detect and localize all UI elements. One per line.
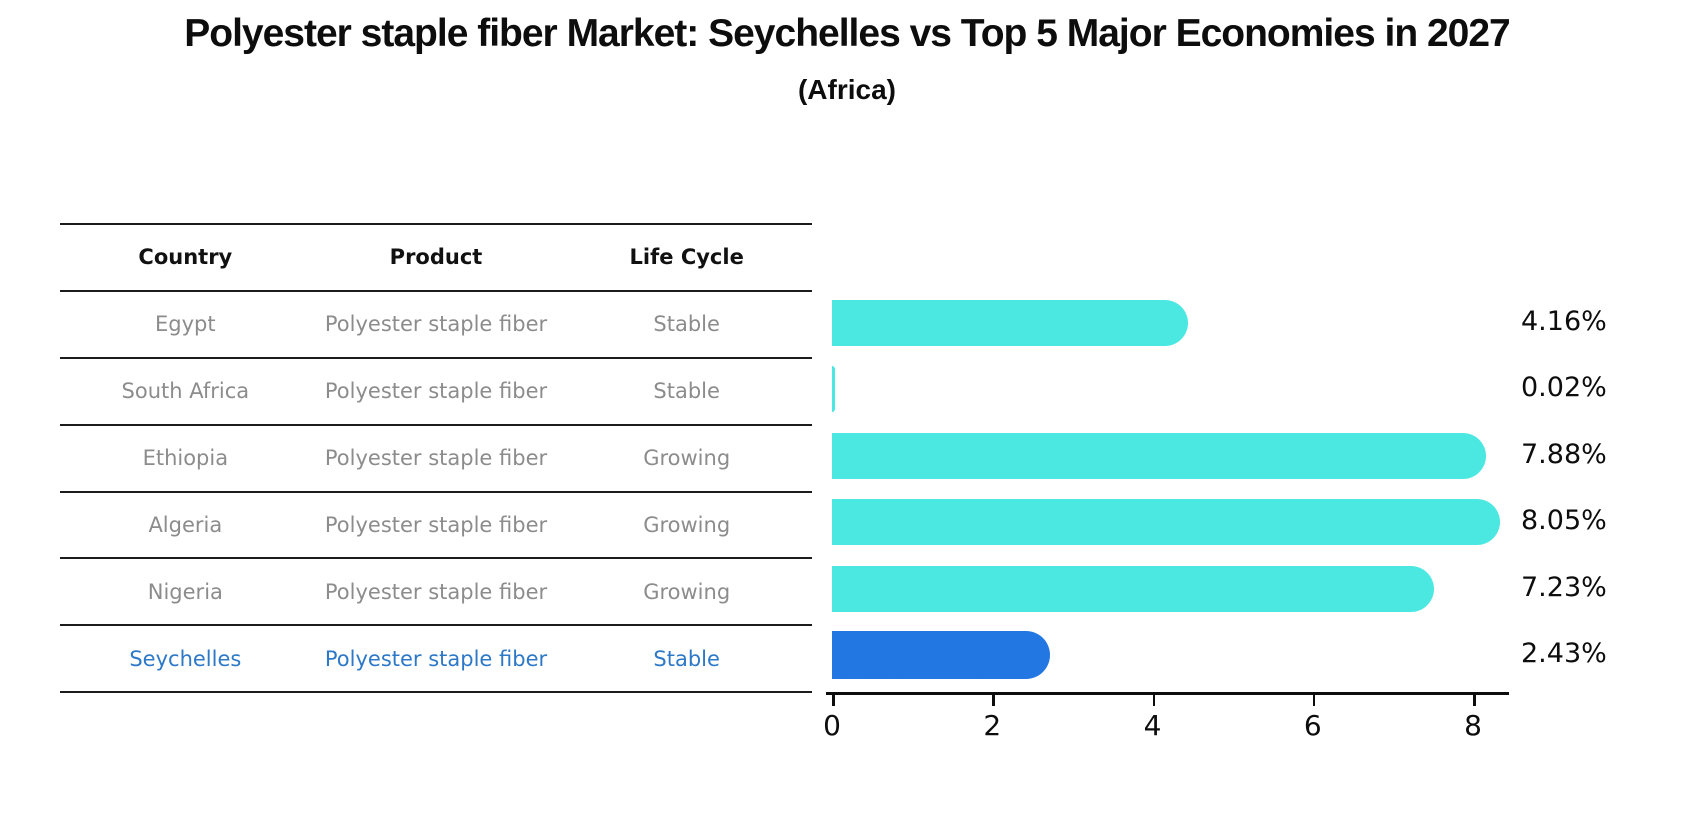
cell-country: Seychelles xyxy=(129,646,242,671)
bar-nigeria xyxy=(832,565,1435,612)
x-tick-mark xyxy=(832,695,835,706)
value-label-south-africa: 0.02% xyxy=(1521,372,1607,404)
x-tick-label: 8 xyxy=(1464,709,1482,742)
cell-product: Polyester staple fiber xyxy=(324,379,548,404)
table-row: Egypt Polyester staple fiber Stable xyxy=(60,289,812,357)
cell-country: South Africa xyxy=(121,379,250,404)
cell-product: Polyester staple fiber xyxy=(324,579,548,604)
table-row: Ethiopia Polyester staple fiber Growing xyxy=(60,423,812,491)
cell-lifecycle: Growing xyxy=(643,579,731,604)
cell-product: Polyester staple fiber xyxy=(324,446,548,471)
col-header-product: Product xyxy=(389,245,483,270)
x-tick-label: 0 xyxy=(823,709,841,742)
cell-product: Polyester staple fiber xyxy=(324,513,548,537)
table-row: Seychelles Polyester staple fiber Stable xyxy=(60,624,812,691)
col-header-lifecycle: Life Cycle xyxy=(629,245,744,270)
cell-country: Ethiopia xyxy=(142,446,229,471)
bar-south-africa xyxy=(832,366,836,413)
country-table: Country Product Life Cycle Egypt Polyest… xyxy=(60,223,812,694)
bar-egypt xyxy=(832,300,1189,346)
cell-lifecycle: Stable xyxy=(653,312,720,337)
table-row: Nigeria Polyester staple fiber Growing xyxy=(60,557,812,624)
chart-title: Polyester staple fiber Market: Seychelle… xyxy=(184,12,1511,55)
table-header-row: Country Product Life Cycle xyxy=(60,223,812,290)
bar-ethiopia xyxy=(832,432,1487,479)
x-tick-label: 6 xyxy=(1303,709,1322,742)
value-label-nigeria: 7.23% xyxy=(1521,571,1607,603)
chart-subtitle: (Africa) xyxy=(797,74,896,105)
col-header-country: Country xyxy=(138,245,233,270)
x-tick-mark xyxy=(1152,695,1155,706)
x-tick-mark xyxy=(992,695,995,706)
value-label-egypt: 4.16% xyxy=(1521,306,1607,337)
cell-country: Nigeria xyxy=(147,579,223,604)
cell-lifecycle: Growing xyxy=(643,446,731,471)
value-label-ethiopia: 7.88% xyxy=(1521,438,1607,470)
table-row: Algeria Polyester staple fiber Growing xyxy=(60,490,812,558)
x-tick-mark xyxy=(1312,695,1316,706)
cell-lifecycle: Stable xyxy=(653,646,720,671)
table-body: Egypt Polyester staple fiber Stable Sout… xyxy=(60,289,812,691)
x-tick-mark xyxy=(1473,695,1476,706)
cell-product: Polyester staple fiber xyxy=(324,646,548,671)
x-axis xyxy=(826,692,1510,695)
cell-lifecycle: Growing xyxy=(643,513,731,537)
bar-seychelles xyxy=(832,631,1050,679)
table-row: South Africa Polyester staple fiber Stab… xyxy=(60,356,812,424)
value-label-algeria: 8.05% xyxy=(1521,505,1607,537)
value-label-seychelles: 2.43% xyxy=(1521,638,1607,669)
cell-country: Egypt xyxy=(155,312,216,337)
cell-lifecycle: Stable xyxy=(653,379,720,404)
bar-algeria xyxy=(832,499,1500,546)
cell-country: Algeria xyxy=(148,513,223,537)
x-tick-label: 2 xyxy=(983,709,1002,742)
cell-product: Polyester staple fiber xyxy=(324,312,548,337)
x-tick-label: 4 xyxy=(1143,709,1162,742)
